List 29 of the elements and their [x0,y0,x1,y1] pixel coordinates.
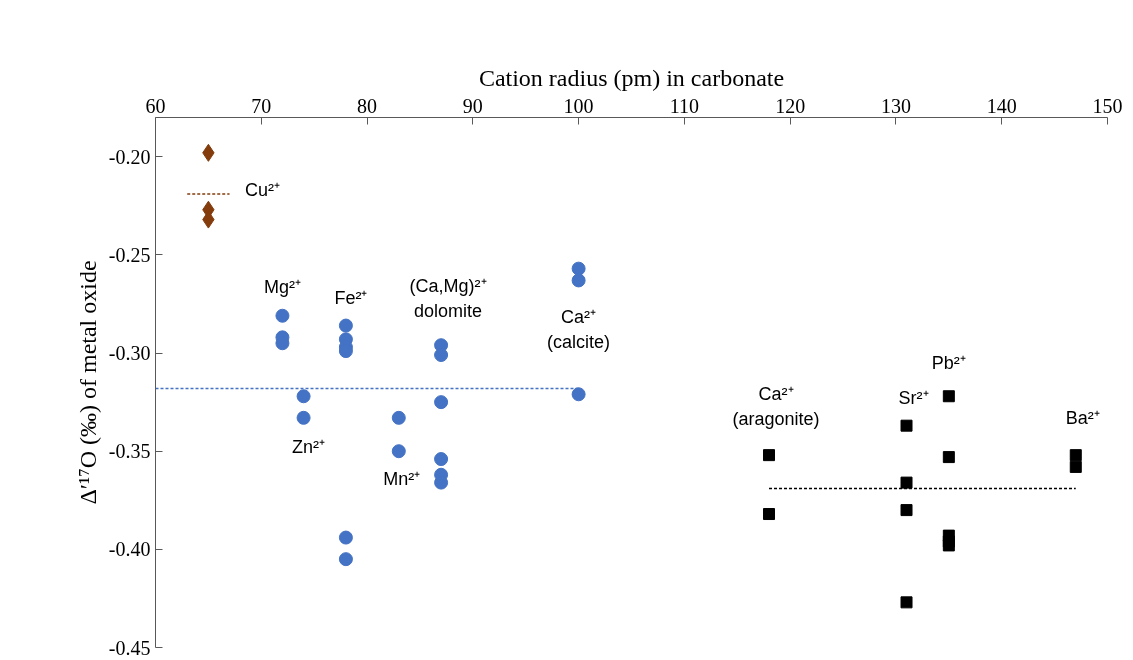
annotation: Cu²⁺ [245,180,281,201]
y-tick-label: -0.45 [108,636,151,659]
y-tick-label: -0.35 [108,440,151,463]
y-tick-label: -0.25 [108,243,151,266]
x-tick-label: 110 [669,94,700,117]
annotation: Sr²⁺ [898,387,929,408]
x-tick-label: 60 [145,94,166,117]
x-tick-label: 150 [1092,94,1123,117]
annotation: Zn²⁺ [292,436,326,457]
x-tick-label: 80 [357,94,378,117]
x-tick-label: 120 [775,94,806,117]
annotation: Pb²⁺ [931,353,966,374]
x-tick-label: 90 [462,94,483,117]
annotation: Ba²⁺ [1065,408,1100,429]
y-tick-label: -0.30 [108,342,151,365]
x-tick-label: 100 [563,94,594,117]
annotation: Ca²⁺ (calcite) [547,306,611,352]
x-tick-label: 70 [251,94,272,117]
annotation: (Ca,Mg)²⁺ dolomite [409,275,487,321]
annotation: Mn²⁺ [383,469,421,490]
y-axis-title: Δ′¹⁷O (‰) of metal oxide [74,260,101,505]
x-axis-title: Cation radius (pm) in carbonate [478,64,785,91]
x-tick-label: 140 [986,94,1017,117]
y-tick-label: -0.20 [108,145,151,168]
x-tick-label: 130 [880,94,911,117]
y-tick-label: -0.40 [108,538,151,561]
annotation: Fe²⁺ [334,287,368,308]
annotation: Ca²⁺ (aragonite) [732,383,820,429]
annotation: Mg²⁺ [263,276,301,297]
